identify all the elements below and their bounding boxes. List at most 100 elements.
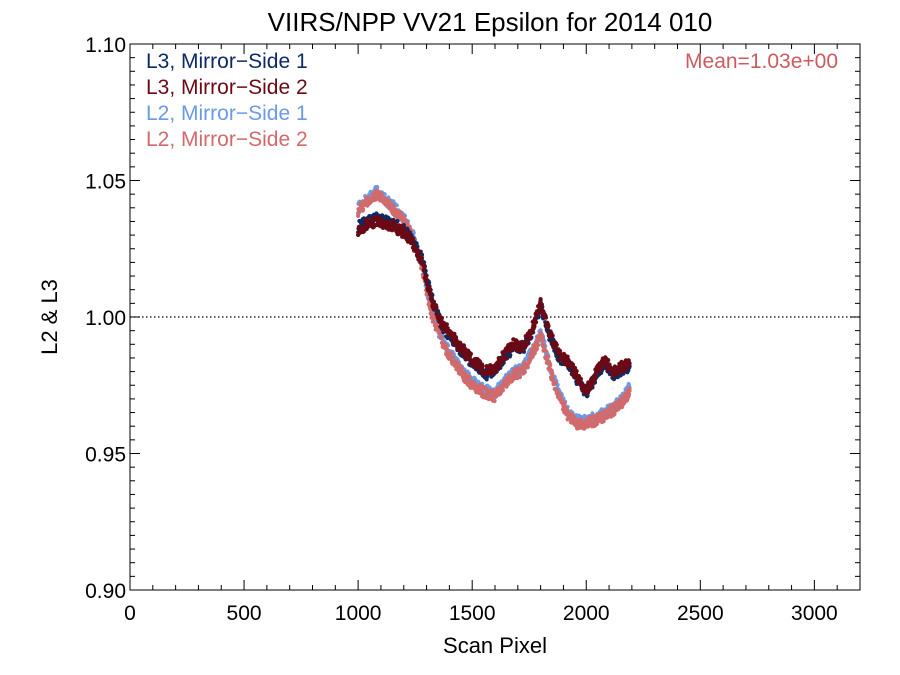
data-point xyxy=(546,324,551,329)
data-point xyxy=(406,230,411,235)
data-point xyxy=(579,380,584,385)
x-tick-label: 500 xyxy=(227,602,262,625)
data-point xyxy=(626,392,632,397)
x-tick-label: 2500 xyxy=(677,602,724,625)
data-point xyxy=(578,376,584,381)
data-point xyxy=(539,302,545,307)
legend-entry-2: L3, Mirror−Side 2 xyxy=(146,76,308,99)
data-point xyxy=(596,370,601,375)
data-point xyxy=(379,192,384,197)
data-point xyxy=(500,388,505,393)
data-point xyxy=(480,364,485,369)
data-point xyxy=(454,338,459,343)
data-point xyxy=(540,337,545,343)
data-point xyxy=(612,411,617,417)
data-point xyxy=(429,293,434,298)
data-point xyxy=(543,349,549,354)
data-point xyxy=(430,319,435,324)
y-tick-label: 1.00 xyxy=(85,307,126,330)
data-point xyxy=(401,214,406,219)
data-point xyxy=(525,365,530,370)
data-point xyxy=(432,316,437,321)
data-point xyxy=(504,355,509,360)
data-point xyxy=(522,369,528,375)
y-tick-label: 1.05 xyxy=(85,171,126,194)
data-point xyxy=(444,343,449,349)
y-tick-label: 0.95 xyxy=(85,444,126,467)
data-point xyxy=(411,242,416,247)
data-point xyxy=(427,286,432,291)
data-point xyxy=(444,322,449,327)
data-point xyxy=(558,394,564,399)
data-point xyxy=(565,354,570,359)
y-tick-label: 0.90 xyxy=(85,580,126,603)
data-point xyxy=(573,365,578,371)
data-point xyxy=(490,371,495,376)
data-point xyxy=(548,363,553,368)
data-point xyxy=(468,351,473,356)
data-point xyxy=(627,361,632,366)
x-tick-label: 1500 xyxy=(449,602,496,625)
x-tick-label: 0 xyxy=(124,602,136,625)
data-point xyxy=(431,299,436,304)
data-point xyxy=(472,380,477,385)
data-point xyxy=(424,277,430,282)
data-point xyxy=(402,225,407,230)
axes-ticks: 0 500 1000 1500 2000 2500 3000 0.90 0.95 1.00 1.05… xyxy=(85,34,861,625)
data-point xyxy=(411,238,416,243)
data-point xyxy=(448,350,454,355)
data-point xyxy=(439,335,444,340)
data-point xyxy=(566,357,571,362)
data-point xyxy=(550,371,555,376)
data-point xyxy=(543,315,549,320)
data-point xyxy=(451,354,456,359)
data-point xyxy=(419,255,425,260)
data-point xyxy=(562,401,567,406)
data-point xyxy=(444,347,449,352)
data-point xyxy=(536,343,541,348)
x-tick-label: 1000 xyxy=(335,602,382,625)
legend-entry-1: L3, Mirror−Side 1 xyxy=(146,50,308,73)
series-2 xyxy=(356,214,632,396)
data-point xyxy=(508,352,513,358)
legend-entry-4: L2, Mirror−Side 2 xyxy=(146,128,308,151)
data-point xyxy=(534,320,539,325)
x-tick-label: 2000 xyxy=(563,602,610,625)
data-point xyxy=(422,265,427,271)
data-point xyxy=(439,315,444,320)
plot-area xyxy=(130,184,860,431)
data-point xyxy=(417,250,422,255)
data-point xyxy=(574,369,579,374)
data-point xyxy=(497,364,503,369)
data-point xyxy=(606,358,611,363)
data-point xyxy=(434,305,439,310)
data-point xyxy=(517,375,523,380)
data-point xyxy=(488,363,493,368)
y-tick-label: 1.10 xyxy=(85,34,126,57)
x-axis-label: Scan Pixel xyxy=(443,633,547,658)
data-point xyxy=(356,213,361,218)
data-point xyxy=(592,377,598,382)
data-point xyxy=(536,315,541,320)
data-point xyxy=(611,404,617,410)
data-point xyxy=(495,360,500,365)
mean-annotation: Mean=1.03e+00 xyxy=(685,50,838,73)
data-point xyxy=(599,366,604,371)
y-axis-label: L2 & L3 xyxy=(37,279,62,355)
data-point xyxy=(424,273,429,278)
chart-title: VIIRS/NPP VV21 Epsilon for 2014 010 xyxy=(268,7,713,37)
data-point xyxy=(528,335,533,340)
data-point xyxy=(387,198,392,203)
data-point xyxy=(481,384,486,390)
data-point xyxy=(550,333,555,338)
data-point xyxy=(545,353,550,359)
data-point xyxy=(532,351,537,356)
data-point xyxy=(395,219,400,224)
data-point xyxy=(553,380,558,385)
data-point xyxy=(538,297,543,302)
data-point xyxy=(391,205,396,210)
data-point xyxy=(361,207,366,212)
data-point xyxy=(452,331,457,336)
data-point xyxy=(533,316,538,321)
